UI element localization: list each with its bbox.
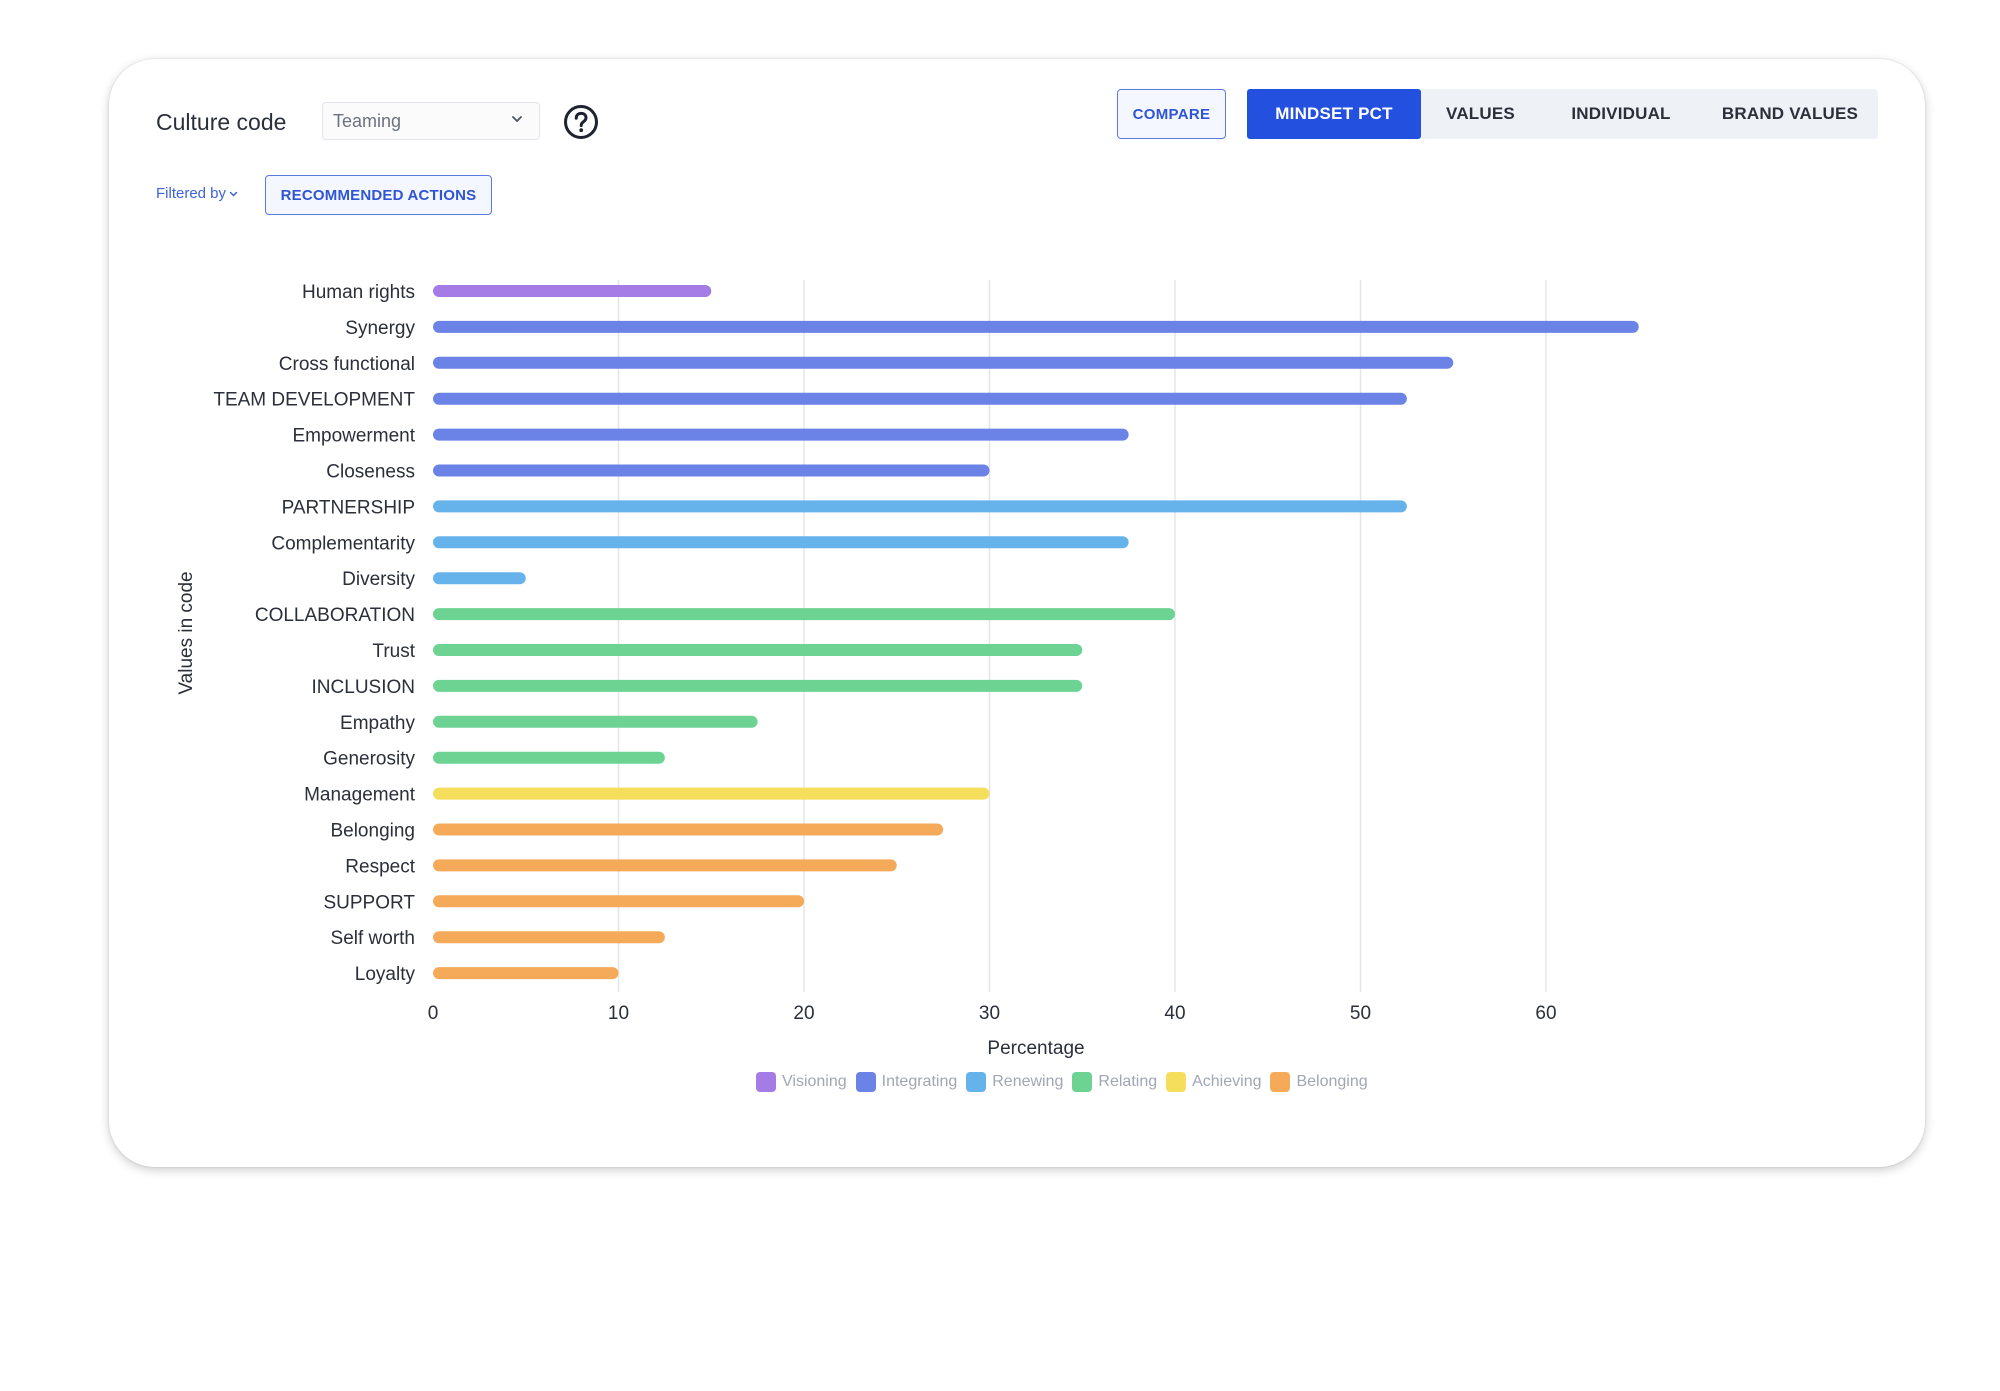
x-tick-label: 0 (428, 1003, 439, 1024)
bar[interactable] (433, 428, 1129, 441)
x-tick-label: 20 (793, 1003, 814, 1024)
category-label: SUPPORT (323, 892, 415, 913)
bar[interactable] (433, 787, 990, 800)
category-label: Synergy (345, 318, 415, 339)
bar[interactable] (433, 500, 1407, 513)
category-label: Closeness (326, 462, 415, 483)
bar[interactable] (433, 320, 1639, 333)
x-tick-label: 60 (1535, 1003, 1556, 1024)
category-label: Generosity (323, 749, 415, 770)
legend-label: Relating (1098, 1073, 1158, 1090)
values-bar-chart: Human rights Synergy Cross functional TEAM … (176, 280, 1639, 1059)
legend-label: Achieving (1192, 1073, 1262, 1090)
filtered-by-label: Filtered by (156, 185, 227, 202)
legend-label: Belonging (1296, 1073, 1368, 1090)
category-label: Empowerment (293, 426, 416, 447)
legend-label: Integrating (881, 1073, 958, 1090)
category-label: Trust (372, 641, 415, 662)
filtered-by-dropdown[interactable]: Filtered by (156, 185, 238, 202)
culture-code-select-value: Teaming (333, 111, 402, 131)
bar[interactable] (433, 608, 1175, 621)
category-label: Human rights (302, 282, 415, 303)
recommended-actions-button[interactable]: RECOMMENDED ACTIONS (265, 175, 492, 215)
bar[interactable] (433, 895, 804, 908)
legend-label: Visioning (782, 1073, 847, 1090)
legend-item[interactable]: Belonging (1270, 1072, 1368, 1092)
tab-values[interactable]: VALUES (1446, 104, 1515, 123)
tab-mindset-pct[interactable]: MINDSET PCT (1247, 89, 1421, 139)
bar[interactable] (433, 356, 1454, 369)
legend-item[interactable]: Achieving (1166, 1072, 1261, 1092)
bar[interactable] (433, 931, 665, 944)
culture-code-label: Culture code (156, 109, 287, 135)
category-label: COLLABORATION (255, 605, 415, 626)
x-axis-title: Percentage (987, 1038, 1084, 1059)
bar[interactable] (433, 644, 1083, 656)
legend-label: Renewing (992, 1073, 1064, 1090)
category-label: Belonging (330, 821, 415, 842)
bar[interactable] (433, 751, 665, 764)
bar[interactable] (433, 715, 758, 728)
bar[interactable] (433, 679, 1083, 692)
bar[interactable] (433, 823, 944, 836)
x-tick-label: 30 (979, 1003, 1000, 1024)
legend-swatch (966, 1072, 987, 1092)
chevron-down-icon (229, 191, 238, 197)
legend-swatch (1270, 1072, 1291, 1092)
category-label: INCLUSION (312, 677, 415, 698)
bar[interactable] (433, 392, 1407, 405)
category-label: Self worth (331, 928, 415, 949)
category-label: Empathy (340, 713, 415, 734)
legend-swatch (1166, 1072, 1187, 1092)
category-label: TEAM DEVELOPMENT (213, 390, 415, 411)
category-label: Cross functional (279, 354, 415, 375)
category-label: PARTNERSHIP (282, 497, 415, 518)
view-tabs: MINDSET PCT VALUES INDIVIDUAL BRAND VALU… (1247, 89, 1878, 139)
bar[interactable] (433, 464, 990, 477)
category-label: Management (304, 785, 416, 806)
x-tick-label: 10 (608, 1003, 629, 1024)
legend-swatch (855, 1072, 876, 1092)
category-label: Loyalty (355, 964, 416, 985)
legend-item[interactable]: Integrating (855, 1072, 958, 1092)
compare-button[interactable]: COMPARE (1117, 89, 1226, 139)
tab-individual[interactable]: INDIVIDUAL (1571, 104, 1671, 123)
bar[interactable] (433, 572, 526, 585)
category-label: Complementarity (271, 533, 415, 554)
bar[interactable] (433, 536, 1129, 549)
question-circle-icon[interactable] (563, 104, 599, 140)
legend-item[interactable]: Visioning (756, 1072, 847, 1092)
legend-swatch (756, 1072, 776, 1092)
legend-item[interactable]: Renewing (966, 1072, 1063, 1092)
bar[interactable] (433, 859, 897, 872)
bar[interactable] (433, 967, 619, 980)
y-axis-title: Values in code (176, 571, 197, 694)
chevron-down-icon (512, 116, 522, 122)
category-label: Diversity (342, 569, 415, 590)
bar[interactable] (433, 285, 712, 297)
x-tick-label: 40 (1164, 1003, 1185, 1024)
x-tick-label: 50 (1350, 1003, 1371, 1024)
chart-legend: Visioning Integrating Renewing Relating Achi… (756, 1072, 1377, 1092)
tab-brand-values[interactable]: BRAND VALUES (1721, 104, 1859, 123)
culture-code-select[interactable]: Teaming (322, 102, 540, 140)
legend-swatch (1072, 1072, 1093, 1092)
legend-item[interactable]: Relating (1072, 1072, 1157, 1092)
category-label: Respect (345, 856, 415, 877)
